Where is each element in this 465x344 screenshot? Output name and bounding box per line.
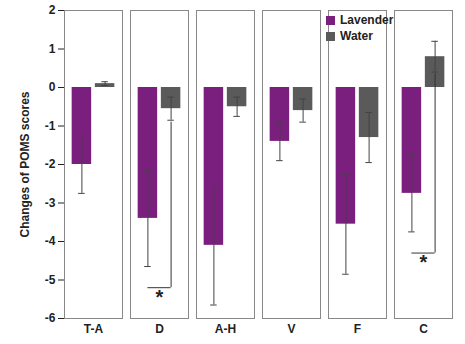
svg-text:*: * [156, 286, 164, 308]
svg-text:A-H: A-H [215, 322, 236, 336]
svg-text:-4: -4 [45, 234, 56, 248]
svg-text:-5: -5 [45, 273, 56, 287]
svg-text:-1: -1 [45, 119, 56, 133]
svg-text:0: 0 [49, 80, 56, 94]
svg-text:C: C [419, 322, 428, 336]
svg-text:V: V [287, 322, 295, 336]
svg-text:-2: -2 [45, 157, 56, 171]
svg-text:D: D [155, 322, 164, 336]
svg-text:*: * [420, 251, 428, 273]
svg-text:2: 2 [49, 3, 56, 17]
svg-text:1: 1 [49, 42, 56, 56]
svg-text:T-A: T-A [84, 322, 104, 336]
svg-text:Changes of POMS scores: Changes of POMS scores [18, 91, 32, 237]
svg-text:F: F [354, 322, 361, 336]
html-text:Water: Water [340, 29, 373, 43]
svg-text:-6: -6 [45, 311, 56, 325]
html-text:Lavender: Lavender [340, 13, 394, 27]
svg-text:-3: -3 [45, 196, 56, 210]
